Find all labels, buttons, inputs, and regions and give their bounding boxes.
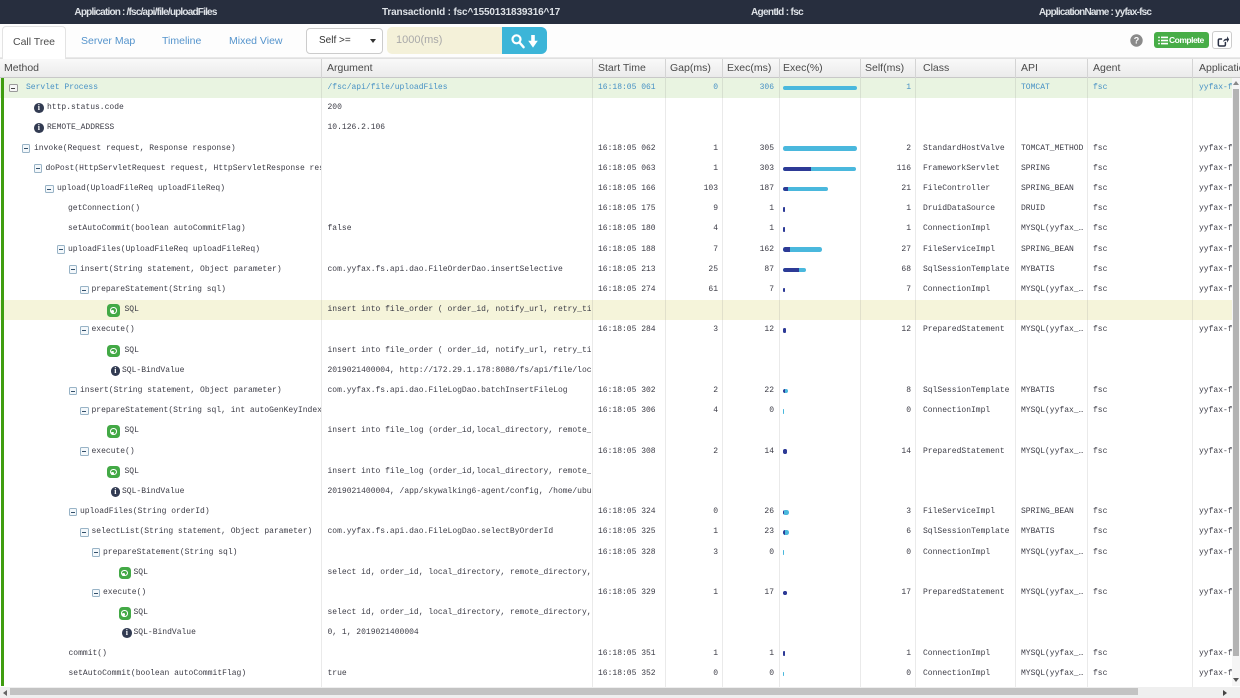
svg-text:?: ?	[1134, 35, 1140, 45]
